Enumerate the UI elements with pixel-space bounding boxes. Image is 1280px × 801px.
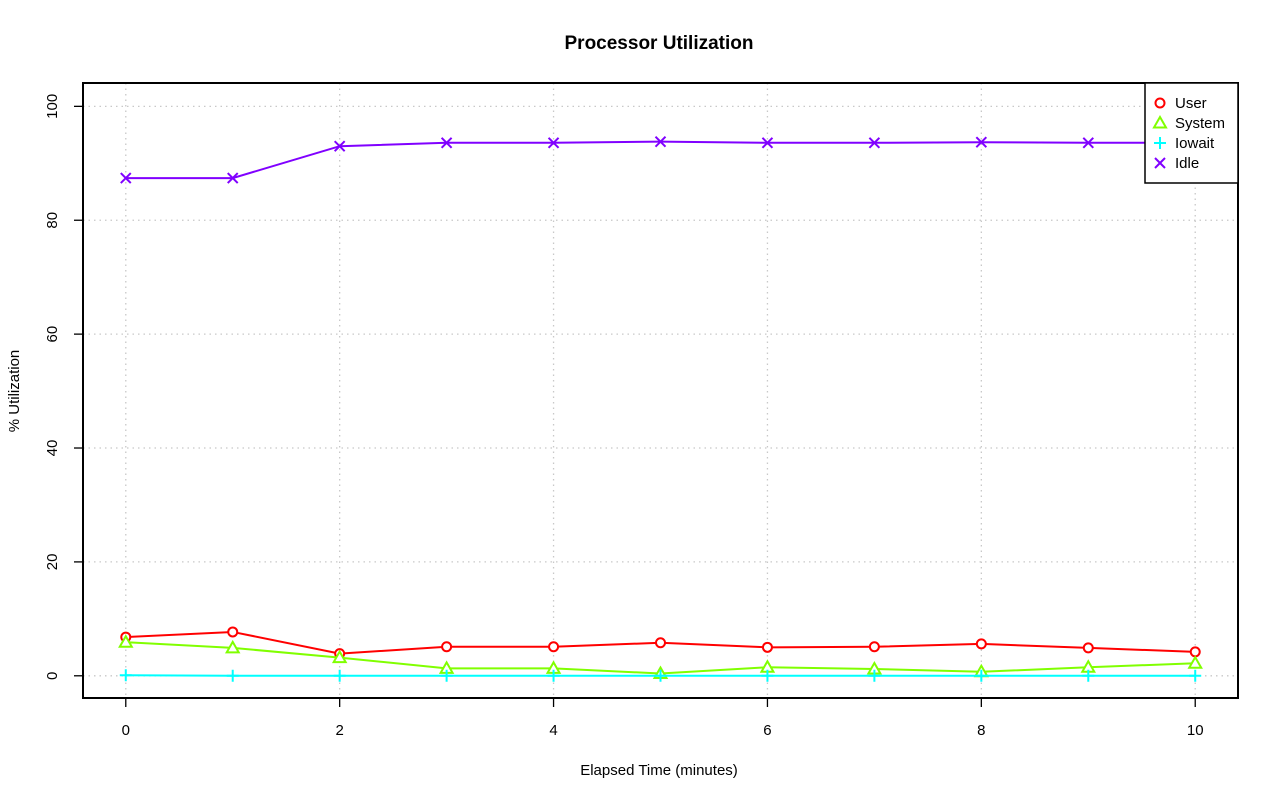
plot-frame bbox=[82, 82, 1239, 699]
x-axis: 0 2 4 6 8 10 bbox=[122, 697, 1204, 739]
y-tick-label: 100 bbox=[44, 94, 61, 119]
data-point-idle bbox=[120, 172, 132, 184]
data-point-iowait bbox=[547, 669, 560, 682]
x-tick-label: 4 bbox=[549, 722, 557, 739]
legend-marker-system bbox=[1152, 114, 1168, 129]
data-point-system bbox=[1187, 655, 1203, 669]
x-tick-label: 6 bbox=[763, 722, 771, 739]
data-point-user bbox=[655, 637, 666, 649]
y-tick-label: 40 bbox=[44, 440, 61, 457]
data-point-iowait bbox=[654, 669, 667, 682]
data-point-idle bbox=[333, 140, 346, 152]
data-point-user bbox=[441, 641, 453, 653]
y-tick-label: 60 bbox=[44, 326, 61, 343]
data-point-user bbox=[1082, 642, 1094, 654]
data-point-iowait bbox=[1189, 669, 1202, 682]
data-point-iowait bbox=[1082, 669, 1095, 682]
x-tick-label: 0 bbox=[122, 722, 130, 739]
legend-marker-user bbox=[1154, 97, 1166, 109]
data-point-iowait bbox=[333, 669, 346, 682]
data-point-iowait bbox=[975, 669, 988, 682]
data-point-system bbox=[331, 649, 348, 664]
x-tick-label: 10 bbox=[1187, 722, 1204, 739]
data-point-idle bbox=[868, 137, 881, 149]
data-point-system bbox=[224, 639, 241, 654]
data-point-idle bbox=[440, 137, 453, 149]
y-tick-label: 20 bbox=[44, 554, 61, 571]
data-point-idle bbox=[1082, 137, 1094, 149]
legend-marker-idle bbox=[1154, 157, 1166, 169]
series-idle bbox=[120, 135, 1201, 184]
data-point-iowait bbox=[868, 669, 881, 682]
x-axis-label: Elapsed Time (minutes) bbox=[580, 762, 738, 779]
data-point-user bbox=[868, 641, 880, 653]
data-point-idle bbox=[547, 137, 560, 149]
y-axis-label: % Utilization bbox=[6, 350, 23, 433]
data-point-iowait bbox=[119, 669, 132, 682]
x-tick-label: 2 bbox=[335, 722, 343, 739]
legend-marker-iowait bbox=[1154, 137, 1166, 149]
x-tick-label: 8 bbox=[977, 722, 985, 739]
data-point-system bbox=[118, 634, 134, 648]
data-point-user bbox=[761, 641, 773, 653]
y-tick-label: 0 bbox=[44, 672, 61, 680]
data-point-idle bbox=[227, 172, 239, 184]
data-point-user bbox=[975, 638, 987, 650]
y-axis: 0 20 40 60 80 100 bbox=[44, 94, 84, 680]
data-point-user bbox=[548, 641, 560, 653]
chart-title: Processor Utilization bbox=[565, 33, 754, 54]
data-point-iowait bbox=[226, 669, 239, 682]
legend-label-idle: Idle bbox=[1175, 155, 1199, 172]
series-user bbox=[120, 626, 1201, 660]
data-point-iowait bbox=[440, 669, 453, 682]
data-point-idle bbox=[761, 137, 774, 149]
data-point-idle bbox=[654, 135, 667, 148]
legend-label-user: User bbox=[1175, 95, 1207, 112]
legend-label-iowait: Iowait bbox=[1175, 135, 1215, 152]
grid bbox=[83, 83, 1238, 698]
series-iowait bbox=[119, 669, 1202, 682]
data-point-idle bbox=[975, 136, 988, 148]
y-tick-label: 80 bbox=[44, 212, 61, 229]
data-point-iowait bbox=[761, 669, 774, 682]
legend-label-system: System bbox=[1175, 115, 1225, 132]
series-layer bbox=[118, 135, 1203, 682]
legend: User System Iowait Idle bbox=[1144, 82, 1239, 184]
data-point-user bbox=[1189, 646, 1201, 658]
series-line-idle bbox=[125, 140, 1196, 180]
data-point-user bbox=[227, 626, 239, 638]
